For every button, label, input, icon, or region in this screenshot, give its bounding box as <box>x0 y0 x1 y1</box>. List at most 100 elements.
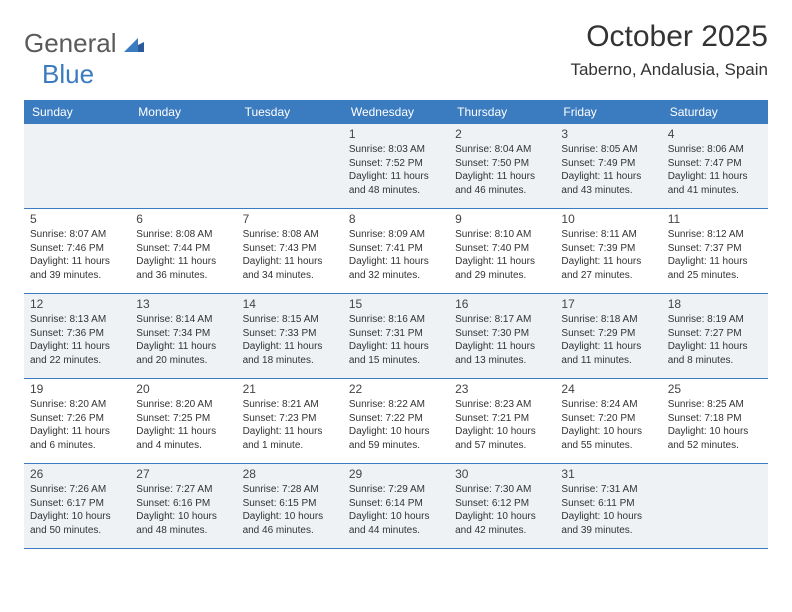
day-sunset: Sunset: 7:23 PM <box>243 412 337 426</box>
day-sunrise: Sunrise: 8:18 AM <box>561 313 655 327</box>
day-daylight: Daylight: 11 hours and 34 minutes. <box>243 255 337 282</box>
weekday-header: Tuesday <box>237 100 343 124</box>
day-sunset: Sunset: 6:17 PM <box>30 497 124 511</box>
day-sunset: Sunset: 7:21 PM <box>455 412 549 426</box>
day-sunset: Sunset: 7:22 PM <box>349 412 443 426</box>
weekday-header: Sunday <box>24 100 130 124</box>
day-cell: 28Sunrise: 7:28 AMSunset: 6:15 PMDayligh… <box>237 464 343 548</box>
day-number: 7 <box>243 212 337 226</box>
day-cell: 13Sunrise: 8:14 AMSunset: 7:34 PMDayligh… <box>130 294 236 378</box>
day-sunrise: Sunrise: 8:20 AM <box>136 398 230 412</box>
day-daylight: Daylight: 11 hours and 36 minutes. <box>136 255 230 282</box>
day-sunrise: Sunrise: 7:27 AM <box>136 483 230 497</box>
day-daylight: Daylight: 11 hours and 43 minutes. <box>561 170 655 197</box>
day-cell: 3Sunrise: 8:05 AMSunset: 7:49 PMDaylight… <box>555 124 661 208</box>
day-daylight: Daylight: 11 hours and 15 minutes. <box>349 340 443 367</box>
day-number: 14 <box>243 297 337 311</box>
day-sunrise: Sunrise: 8:25 AM <box>668 398 762 412</box>
logo: General Blue <box>24 28 144 90</box>
day-daylight: Daylight: 11 hours and 11 minutes. <box>561 340 655 367</box>
day-cell: 7Sunrise: 8:08 AMSunset: 7:43 PMDaylight… <box>237 209 343 293</box>
day-sunset: Sunset: 7:31 PM <box>349 327 443 341</box>
day-cell: 12Sunrise: 8:13 AMSunset: 7:36 PMDayligh… <box>24 294 130 378</box>
day-cell <box>662 464 768 548</box>
weekday-header: Friday <box>555 100 661 124</box>
day-cell: 21Sunrise: 8:21 AMSunset: 7:23 PMDayligh… <box>237 379 343 463</box>
week-row: 12Sunrise: 8:13 AMSunset: 7:36 PMDayligh… <box>24 294 768 379</box>
day-sunrise: Sunrise: 8:04 AM <box>455 143 549 157</box>
day-number: 29 <box>349 467 443 481</box>
location: Taberno, Andalusia, Spain <box>570 60 768 80</box>
day-number: 23 <box>455 382 549 396</box>
day-sunset: Sunset: 7:29 PM <box>561 327 655 341</box>
day-sunrise: Sunrise: 7:30 AM <box>455 483 549 497</box>
day-sunrise: Sunrise: 8:09 AM <box>349 228 443 242</box>
day-number: 1 <box>349 127 443 141</box>
day-sunset: Sunset: 7:52 PM <box>349 157 443 171</box>
day-cell: 18Sunrise: 8:19 AMSunset: 7:27 PMDayligh… <box>662 294 768 378</box>
day-sunrise: Sunrise: 7:31 AM <box>561 483 655 497</box>
weekday-header: Monday <box>130 100 236 124</box>
weekday-header-row: SundayMondayTuesdayWednesdayThursdayFrid… <box>24 100 768 124</box>
day-sunrise: Sunrise: 8:12 AM <box>668 228 762 242</box>
day-daylight: Daylight: 10 hours and 39 minutes. <box>561 510 655 537</box>
day-cell: 1 Sunrise: 8:03 AMSunset: 7:52 PMDaylight… <box>343 124 449 208</box>
day-daylight: Daylight: 11 hours and 22 minutes. <box>30 340 124 367</box>
day-sunrise: Sunrise: 8:23 AM <box>455 398 549 412</box>
day-sunrise: Sunrise: 8:08 AM <box>136 228 230 242</box>
weekday-header: Saturday <box>662 100 768 124</box>
day-sunrise: Sunrise: 8:20 AM <box>30 398 124 412</box>
day-cell: 22Sunrise: 8:22 AMSunset: 7:22 PMDayligh… <box>343 379 449 463</box>
day-sunset: Sunset: 7:30 PM <box>455 327 549 341</box>
day-number: 13 <box>136 297 230 311</box>
day-cell: 24Sunrise: 8:24 AMSunset: 7:20 PMDayligh… <box>555 379 661 463</box>
day-number: 31 <box>561 467 655 481</box>
day-sunset: Sunset: 7:26 PM <box>30 412 124 426</box>
day-cell: 8Sunrise: 8:09 AMSunset: 7:41 PMDaylight… <box>343 209 449 293</box>
week-row: 5Sunrise: 8:07 AMSunset: 7:46 PMDaylight… <box>24 209 768 294</box>
day-number: 21 <box>243 382 337 396</box>
day-daylight: Daylight: 11 hours and 41 minutes. <box>668 170 762 197</box>
day-sunrise: Sunrise: 8:16 AM <box>349 313 443 327</box>
day-sunset: Sunset: 7:40 PM <box>455 242 549 256</box>
day-daylight: Daylight: 11 hours and 18 minutes. <box>243 340 337 367</box>
day-number: 10 <box>561 212 655 226</box>
day-number: 20 <box>136 382 230 396</box>
day-sunrise: Sunrise: 8:03 AM <box>349 143 443 157</box>
day-daylight: Daylight: 10 hours and 42 minutes. <box>455 510 549 537</box>
day-cell: 10Sunrise: 8:11 AMSunset: 7:39 PMDayligh… <box>555 209 661 293</box>
day-cell: 11Sunrise: 8:12 AMSunset: 7:37 PMDayligh… <box>662 209 768 293</box>
day-cell <box>130 124 236 208</box>
day-daylight: Daylight: 10 hours and 50 minutes. <box>30 510 124 537</box>
day-sunrise: Sunrise: 8:11 AM <box>561 228 655 242</box>
day-cell: 27Sunrise: 7:27 AMSunset: 6:16 PMDayligh… <box>130 464 236 548</box>
day-sunset: Sunset: 6:16 PM <box>136 497 230 511</box>
day-sunrise: Sunrise: 8:14 AM <box>136 313 230 327</box>
day-number: 16 <box>455 297 549 311</box>
day-sunset: Sunset: 6:15 PM <box>243 497 337 511</box>
day-sunset: Sunset: 7:41 PM <box>349 242 443 256</box>
day-sunset: Sunset: 7:33 PM <box>243 327 337 341</box>
day-sunset: Sunset: 7:44 PM <box>136 242 230 256</box>
weekday-header: Thursday <box>449 100 555 124</box>
day-cell <box>24 124 130 208</box>
logo-text-general: General <box>24 28 117 58</box>
day-daylight: Daylight: 11 hours and 13 minutes. <box>455 340 549 367</box>
day-daylight: Daylight: 11 hours and 48 minutes. <box>349 170 443 197</box>
day-cell: 20Sunrise: 8:20 AMSunset: 7:25 PMDayligh… <box>130 379 236 463</box>
day-number: 18 <box>668 297 762 311</box>
day-cell: 26Sunrise: 7:26 AMSunset: 6:17 PMDayligh… <box>24 464 130 548</box>
day-daylight: Daylight: 10 hours and 52 minutes. <box>668 425 762 452</box>
day-cell: 6 Sunrise: 8:08 AMSunset: 7:44 PMDaylight… <box>130 209 236 293</box>
day-cell: 17Sunrise: 8:18 AMSunset: 7:29 PMDayligh… <box>555 294 661 378</box>
page-header: General Blue October 2025 Taberno, Andal… <box>24 20 768 90</box>
day-daylight: Daylight: 11 hours and 20 minutes. <box>136 340 230 367</box>
day-number: 6 <box>136 212 230 226</box>
day-daylight: Daylight: 10 hours and 55 minutes. <box>561 425 655 452</box>
day-sunrise: Sunrise: 7:28 AM <box>243 483 337 497</box>
day-sunrise: Sunrise: 8:08 AM <box>243 228 337 242</box>
day-sunrise: Sunrise: 8:10 AM <box>455 228 549 242</box>
day-daylight: Daylight: 11 hours and 27 minutes. <box>561 255 655 282</box>
day-cell: 25Sunrise: 8:25 AMSunset: 7:18 PMDayligh… <box>662 379 768 463</box>
day-daylight: Daylight: 10 hours and 59 minutes. <box>349 425 443 452</box>
